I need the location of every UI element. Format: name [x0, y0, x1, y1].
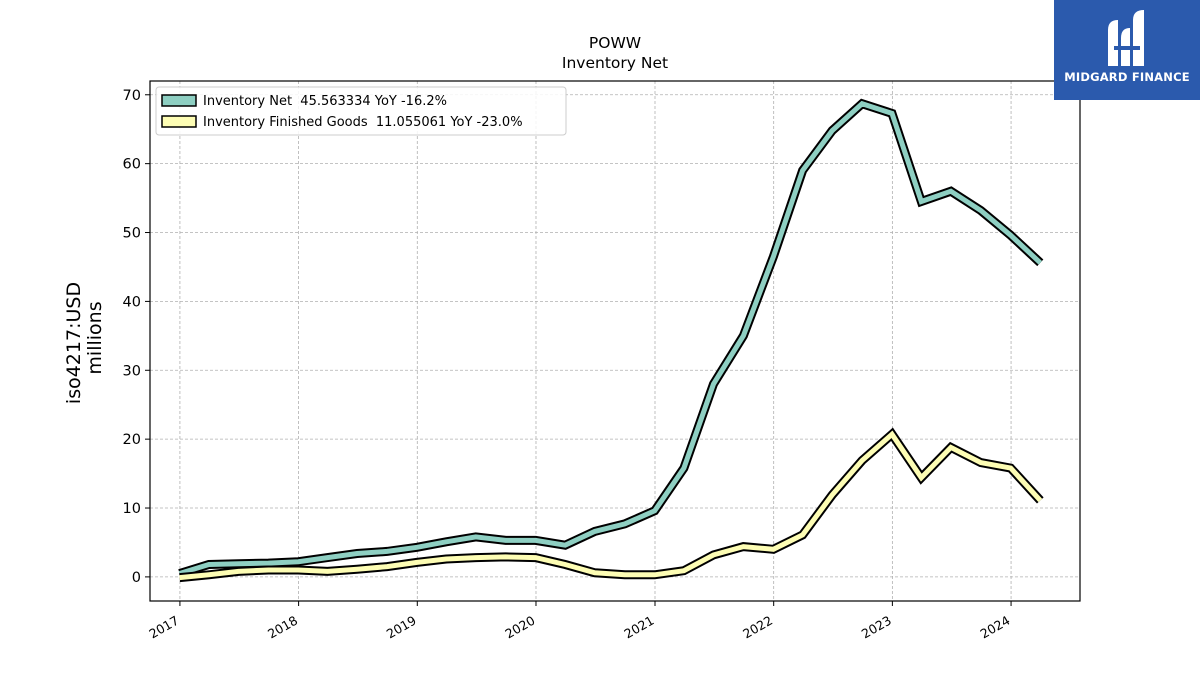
y-tick-label: 10 [123, 501, 141, 517]
x-tick-label: 2020 [502, 613, 537, 642]
legend-label-inventory-net: Inventory Net 45.563334 YoY -16.2% [203, 94, 447, 109]
y-tick-label: 60 [123, 157, 141, 173]
x-tick-label: 2021 [621, 613, 656, 642]
x-tick-label: 2019 [384, 613, 419, 642]
legend-box [155, 86, 567, 136]
y-tick-label: 0 [132, 570, 141, 586]
series-line-1 [179, 430, 1043, 581]
x-tick-label: 2023 [859, 613, 894, 642]
series-lines [178, 98, 1044, 583]
x-axis: 2017 2018 2019 2020 2021 2022 2023 2024 [146, 601, 1013, 642]
y-axis-label: iso4217:USD [63, 282, 85, 404]
legend: Inventory Net 45.563334 YoY -16.2% Inven… [155, 86, 567, 136]
y-tick-label: 30 [123, 363, 141, 379]
y-tick-label: 40 [123, 294, 141, 310]
legend-label-finished-goods: Inventory Finished Goods 11.055061 YoY -… [203, 115, 523, 130]
x-tick-label: 2024 [978, 613, 1013, 642]
y-axis-label-units: millions [84, 301, 106, 374]
grid [150, 81, 1080, 601]
chart-title: POWW [589, 34, 641, 52]
midgard-logo: MIDGARD FINANCE [1054, 0, 1200, 100]
y-tick-label: 50 [123, 226, 141, 242]
x-tick-label: 2018 [265, 613, 300, 642]
x-tick-label: 2022 [740, 613, 775, 642]
x-tick-label: 2017 [146, 613, 181, 642]
series-line-0 [178, 100, 1043, 576]
brand-name: MIDGARD FINANCE [1064, 70, 1190, 84]
legend-swatch-finished-goods [161, 115, 197, 128]
chart-subtitle: Inventory Net [562, 54, 668, 72]
midgard-logo-icon [1108, 10, 1144, 66]
legend-swatch-inventory-net [161, 94, 197, 107]
y-tick-label: 20 [123, 432, 141, 448]
y-tick-label: 70 [123, 88, 141, 104]
y-axis: 0 10 20 30 40 50 60 70 [123, 88, 150, 586]
plot-frame [149, 80, 1081, 602]
